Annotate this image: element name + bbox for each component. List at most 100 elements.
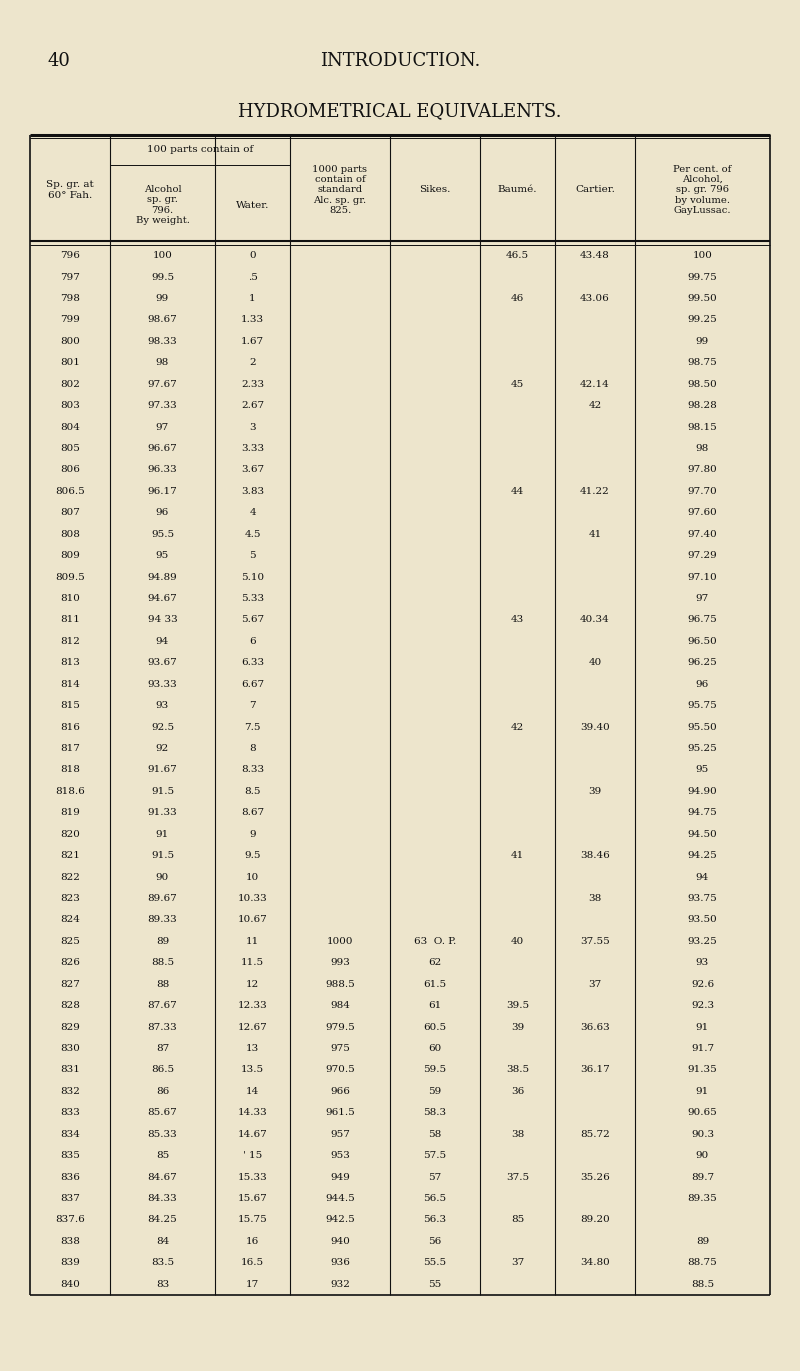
Text: 98.75: 98.75 <box>688 358 718 367</box>
Text: 832: 832 <box>60 1087 80 1095</box>
Text: 979.5: 979.5 <box>325 1023 355 1031</box>
Text: 90: 90 <box>696 1152 709 1160</box>
Text: 800: 800 <box>60 337 80 345</box>
Text: 15.67: 15.67 <box>238 1194 267 1204</box>
Text: 805: 805 <box>60 444 80 452</box>
Text: 99: 99 <box>696 337 709 345</box>
Text: 59.5: 59.5 <box>423 1065 446 1075</box>
Text: 5.67: 5.67 <box>241 616 264 625</box>
Text: 55.5: 55.5 <box>423 1259 446 1267</box>
Text: 37.55: 37.55 <box>580 936 610 946</box>
Text: 2.67: 2.67 <box>241 402 264 410</box>
Text: 58.3: 58.3 <box>423 1108 446 1117</box>
Text: 6.33: 6.33 <box>241 658 264 668</box>
Text: 942.5: 942.5 <box>325 1216 355 1224</box>
Text: 62: 62 <box>428 958 442 968</box>
Text: 17: 17 <box>246 1279 259 1289</box>
Text: 57.5: 57.5 <box>423 1152 446 1160</box>
Text: 88.5: 88.5 <box>691 1279 714 1289</box>
Text: 8: 8 <box>249 744 256 753</box>
Text: .5: .5 <box>247 273 258 281</box>
Text: 798: 798 <box>60 293 80 303</box>
Text: 1000: 1000 <box>326 936 354 946</box>
Text: 14.67: 14.67 <box>238 1130 267 1139</box>
Text: 97: 97 <box>156 422 169 432</box>
Text: 89: 89 <box>156 936 169 946</box>
Text: 9.5: 9.5 <box>244 851 261 860</box>
Text: 12: 12 <box>246 980 259 988</box>
Text: INTRODUCTION.: INTRODUCTION. <box>320 52 480 70</box>
Text: 828: 828 <box>60 1001 80 1010</box>
Text: 8.33: 8.33 <box>241 765 264 775</box>
Text: 94.90: 94.90 <box>688 787 718 797</box>
Text: 39.5: 39.5 <box>506 1001 529 1010</box>
Text: 806.5: 806.5 <box>55 487 85 496</box>
Text: 5: 5 <box>249 551 256 561</box>
Text: 44: 44 <box>511 487 524 496</box>
Text: 3.67: 3.67 <box>241 466 264 474</box>
Text: 831: 831 <box>60 1065 80 1075</box>
Text: 1: 1 <box>249 293 256 303</box>
Text: 34.80: 34.80 <box>580 1259 610 1267</box>
Text: 824: 824 <box>60 916 80 924</box>
Text: 94 33: 94 33 <box>148 616 178 625</box>
Text: 95.25: 95.25 <box>688 744 718 753</box>
Text: 89.35: 89.35 <box>688 1194 718 1204</box>
Text: 837.6: 837.6 <box>55 1216 85 1224</box>
Text: 14.33: 14.33 <box>238 1108 267 1117</box>
Text: 796: 796 <box>60 251 80 260</box>
Text: 38: 38 <box>588 894 602 903</box>
Text: 802: 802 <box>60 380 80 389</box>
Text: 61.5: 61.5 <box>423 980 446 988</box>
Text: 98.33: 98.33 <box>148 337 178 345</box>
Text: 810: 810 <box>60 594 80 603</box>
Text: 804: 804 <box>60 422 80 432</box>
Text: 56.5: 56.5 <box>423 1194 446 1204</box>
Text: 94.89: 94.89 <box>148 573 178 581</box>
Text: 37: 37 <box>588 980 602 988</box>
Text: 14: 14 <box>246 1087 259 1095</box>
Text: 63  O. P.: 63 O. P. <box>414 936 456 946</box>
Text: 95.5: 95.5 <box>151 529 174 539</box>
Text: 94.50: 94.50 <box>688 829 718 839</box>
Text: 799: 799 <box>60 315 80 325</box>
Text: 91: 91 <box>696 1087 709 1095</box>
Text: 96.50: 96.50 <box>688 638 718 646</box>
Text: 11.5: 11.5 <box>241 958 264 968</box>
Text: 6.67: 6.67 <box>241 680 264 688</box>
Text: 94.67: 94.67 <box>148 594 178 603</box>
Text: 84.33: 84.33 <box>148 1194 178 1204</box>
Text: 8.67: 8.67 <box>241 809 264 817</box>
Text: 809: 809 <box>60 551 80 561</box>
Text: 39.40: 39.40 <box>580 723 610 732</box>
Text: 85.72: 85.72 <box>580 1130 610 1139</box>
Text: 806: 806 <box>60 466 80 474</box>
Text: 98: 98 <box>696 444 709 452</box>
Text: 85: 85 <box>156 1152 169 1160</box>
Text: 59: 59 <box>428 1087 442 1095</box>
Text: 92: 92 <box>156 744 169 753</box>
Text: 823: 823 <box>60 894 80 903</box>
Text: 99: 99 <box>156 293 169 303</box>
Text: 822: 822 <box>60 873 80 882</box>
Text: 98.50: 98.50 <box>688 380 718 389</box>
Text: 91.5: 91.5 <box>151 851 174 860</box>
Text: 10.67: 10.67 <box>238 916 267 924</box>
Text: 94: 94 <box>696 873 709 882</box>
Text: 811: 811 <box>60 616 80 625</box>
Text: 46: 46 <box>511 293 524 303</box>
Text: 95: 95 <box>156 551 169 561</box>
Text: 966: 966 <box>330 1087 350 1095</box>
Text: 99.50: 99.50 <box>688 293 718 303</box>
Text: 88.75: 88.75 <box>688 1259 718 1267</box>
Text: 40.34: 40.34 <box>580 616 610 625</box>
Text: 92.5: 92.5 <box>151 723 174 732</box>
Text: 993: 993 <box>330 958 350 968</box>
Text: 85.67: 85.67 <box>148 1108 178 1117</box>
Text: 813: 813 <box>60 658 80 668</box>
Text: 96: 96 <box>696 680 709 688</box>
Text: 93.33: 93.33 <box>148 680 178 688</box>
Text: 58: 58 <box>428 1130 442 1139</box>
Text: 818: 818 <box>60 765 80 775</box>
Text: 43.48: 43.48 <box>580 251 610 260</box>
